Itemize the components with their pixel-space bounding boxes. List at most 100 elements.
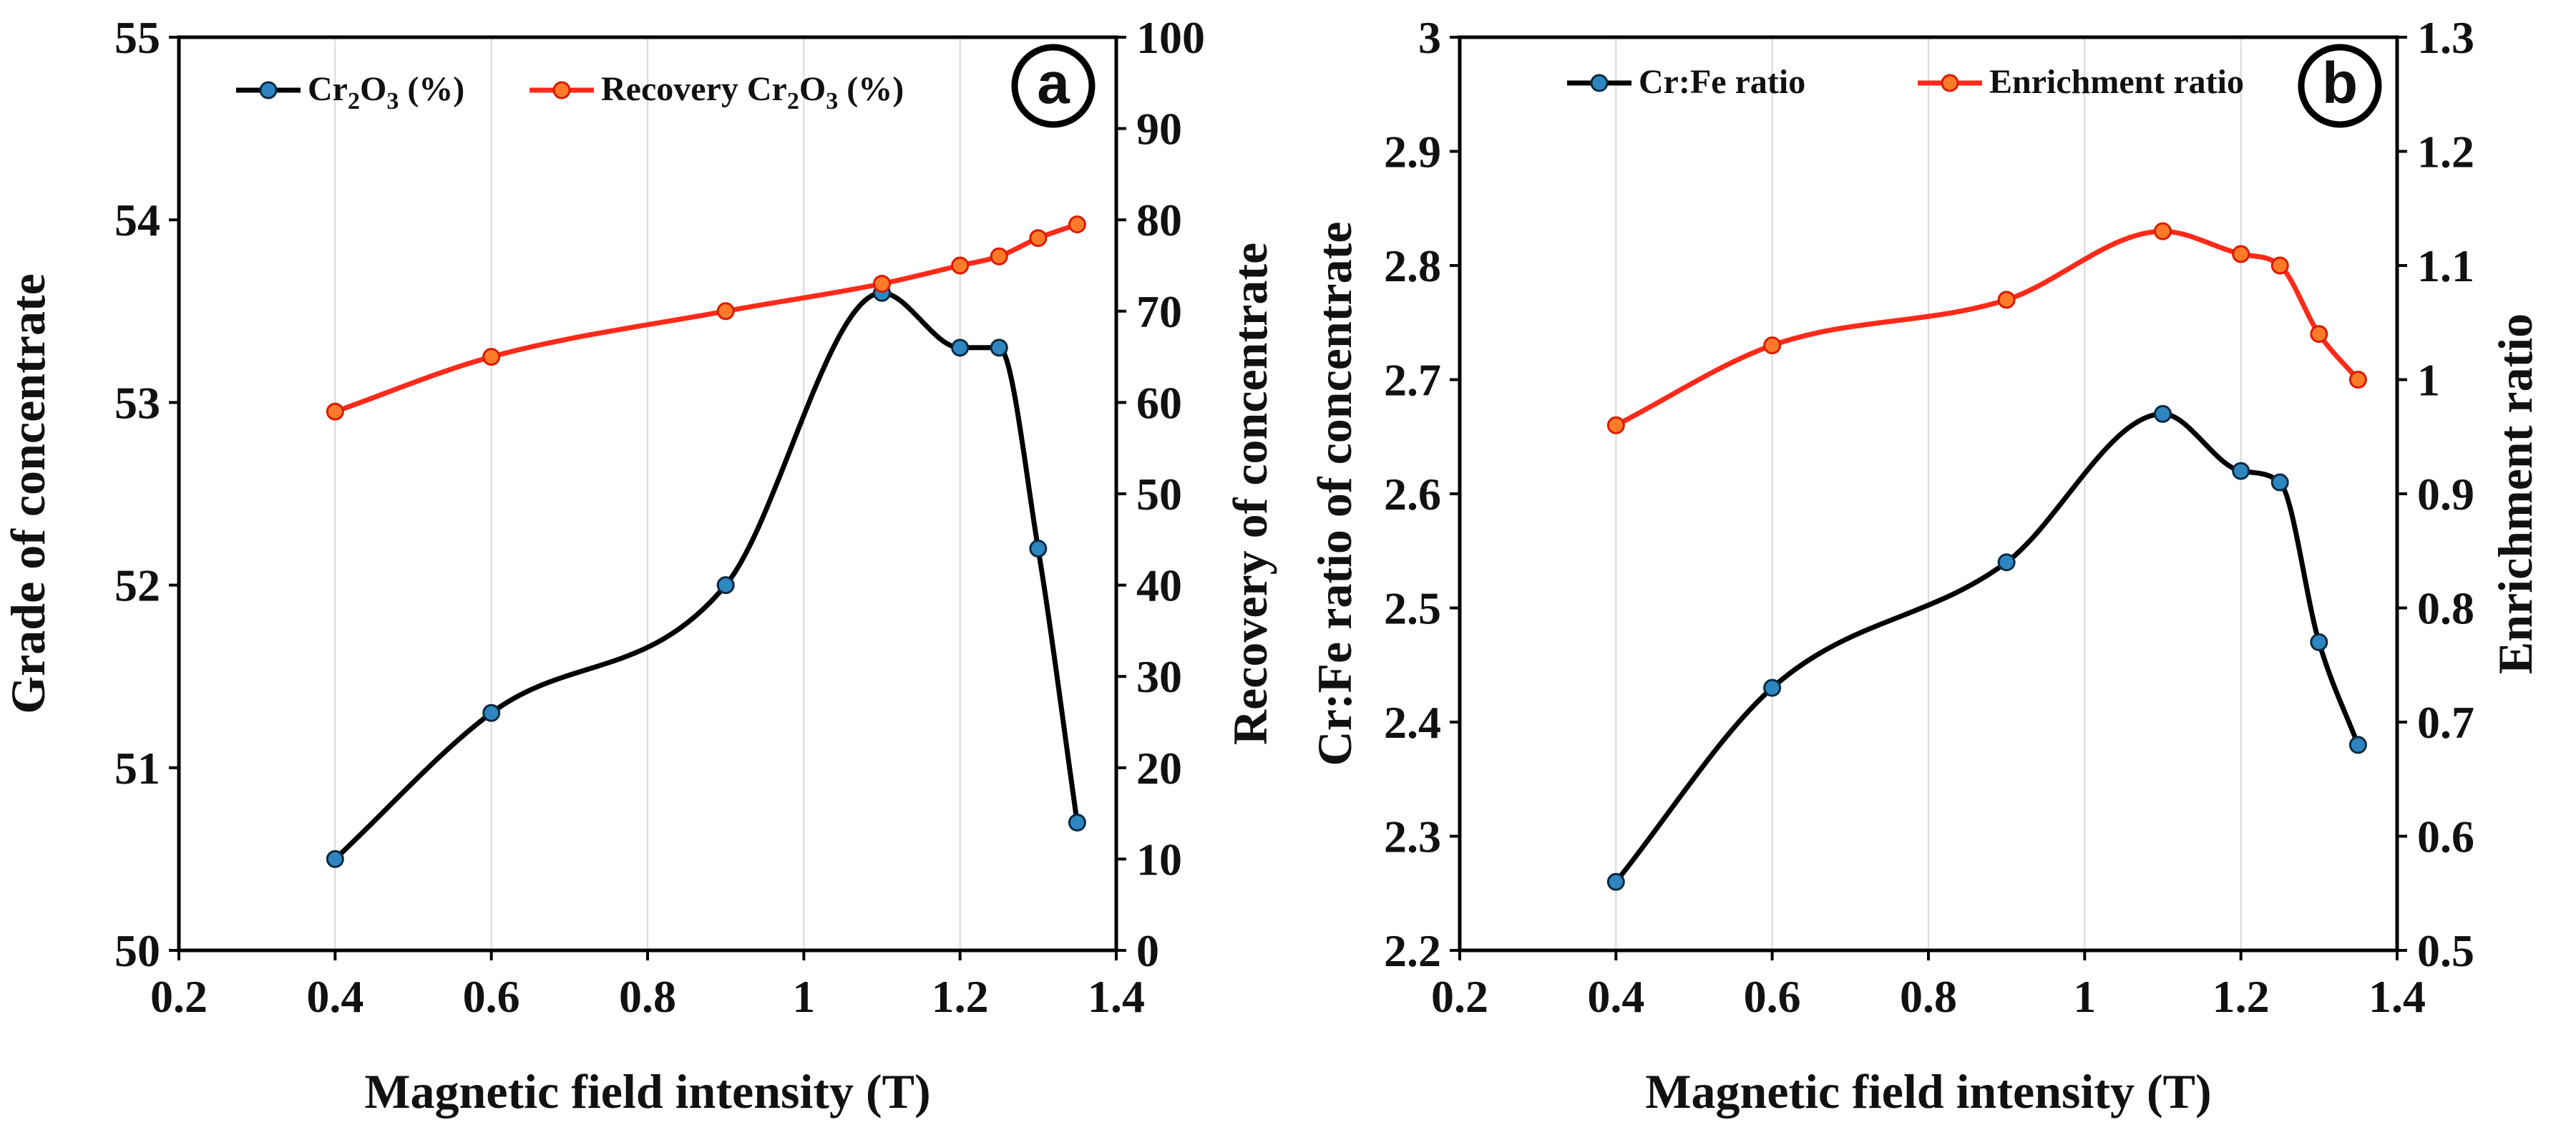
y-tick-label: 2.5 [1384,583,1441,634]
data-point [1997,553,2016,572]
data-point [951,256,970,275]
x-tick-label: 0.2 [150,971,208,1022]
series-line [332,222,1080,414]
y-tick-label: 55 [114,12,160,63]
series-line [1613,411,2361,885]
y2-tick-label: 90 [1136,104,1182,155]
data-point [990,339,1008,357]
panel-a: 0.2 0.4 0.6 0.8 1 1.2 1.4 50 51 52 53 54 55 0 10 20 30 40… [1,12,1277,1119]
y2-axis-title: Recovery of concentrate [1223,243,1277,745]
x-axis-title: Magnetic field intensity (T) [1645,1064,2211,1119]
y2-tick-label: 30 [1136,651,1182,702]
data-point [951,339,970,357]
y2-tick-label: 0.8 [2417,583,2474,634]
legend-marker [552,81,571,99]
x-tick-label: 0.2 [1431,971,1488,1022]
y-axis-title: Grade of concentrate [1,273,55,714]
y2-tick-label: 0.7 [2417,697,2474,748]
x-tick-label: 1.4 [1088,971,1145,1022]
data-point [1068,215,1086,234]
data-point [1763,678,1782,697]
data-point [1029,229,1048,248]
data-point [2154,222,2172,240]
data-point [873,275,891,293]
x-tick-label: 0.4 [306,971,364,1022]
y-tick-label: 2.9 [1384,127,1441,177]
panel-b: 0.2 0.4 0.6 0.8 1 1.2 1.4 2.2 2.3 2.4 2.5 2.6 2.7 2.8… [1307,12,2542,1119]
panel-badge [2298,44,2382,128]
x-tick-label: 0.4 [1587,971,1644,1022]
y2-tick-label: 0.6 [2417,812,2474,862]
data-point [2310,633,2328,651]
data-point [1068,813,1086,832]
legend-label: Cr:Fe ratio [1639,63,1805,101]
panel-badge-label: b [2322,51,2358,116]
data-point [990,247,1008,266]
data-point [1763,336,1782,355]
legend-marker [1590,74,1609,92]
data-point [1997,291,2016,309]
y-tick-label: 3 [1418,12,1441,63]
y-tick-label: 53 [114,377,160,428]
y-tick-label: 2.2 [1384,925,1441,976]
x-tick-label: 1.2 [932,971,989,1022]
x-tick-label: 0.6 [463,971,520,1022]
x-tick-label: 0.6 [1744,971,1801,1022]
y2-tick-label: 20 [1136,743,1182,794]
data-point [2310,325,2328,344]
data-point [2348,736,2367,754]
x-tick-label: 1.4 [2368,971,2426,1022]
y-tick-label: 2.6 [1384,469,1441,520]
y-tick-label: 2.3 [1384,812,1441,862]
y2-tick-label: 40 [1136,560,1182,611]
y-tick-label: 2.4 [1384,697,1441,748]
data-point [1606,416,1625,434]
data-point [2348,371,2367,389]
data-point [326,402,344,421]
y2-tick-label: 10 [1136,834,1182,885]
y2-tick-label: 60 [1136,377,1182,428]
y2-tick-label: 0.5 [2417,925,2474,976]
y-tick-label: 51 [114,743,160,794]
series-primary [1606,404,2367,891]
y-tick-label: 54 [114,195,160,245]
y2-tick-label: 0.9 [2417,469,2474,520]
data-point [716,302,735,321]
y2-tick-label: 50 [1136,469,1182,520]
y2-tick-label: 1 [2417,355,2440,406]
y2-tick-label: 1.2 [2417,127,2474,177]
legend-marker [259,81,278,99]
data-point [2232,245,2250,263]
data-point [482,348,501,366]
y-axis-title: Cr:Fe ratio of concentrate [1307,222,1362,766]
y-tick-label: 50 [114,925,160,976]
data-point [2232,462,2250,480]
x-tick-label: 0.8 [1900,971,1957,1022]
data-point [482,703,501,722]
y2-tick-label: 0 [1136,925,1159,976]
panel-badge [1011,44,1096,128]
y2-tick-label: 100 [1136,12,1205,63]
x-tick-label: 1 [2073,971,2096,1022]
x-axis-title: Magnetic field intensity (T) [364,1064,930,1119]
y-tick-label: 2.8 [1384,240,1441,291]
data-point [2270,256,2289,275]
y-tick-label: 2.7 [1384,355,1441,406]
y2-tick-label: 1.1 [2417,240,2474,291]
data-point [2154,404,2172,423]
x-tick-label: 1 [792,971,815,1022]
data-point [1606,872,1625,891]
x-tick-label: 1.2 [2212,971,2270,1022]
legend-marker [1941,74,1959,92]
data-point [716,576,735,595]
series-line [332,290,1080,862]
data-point [2270,473,2289,492]
y-tick-label: 52 [114,560,160,611]
legend-label: Cr2​O3​ (%) [308,70,464,115]
data-point [326,849,344,868]
legend-label: Enrichment ratio [1989,63,2244,101]
legend-label: Recovery Cr2​O3​ (%) [601,70,904,115]
y2-tick-label: 70 [1136,286,1182,337]
x-tick-label: 0.8 [619,971,676,1022]
